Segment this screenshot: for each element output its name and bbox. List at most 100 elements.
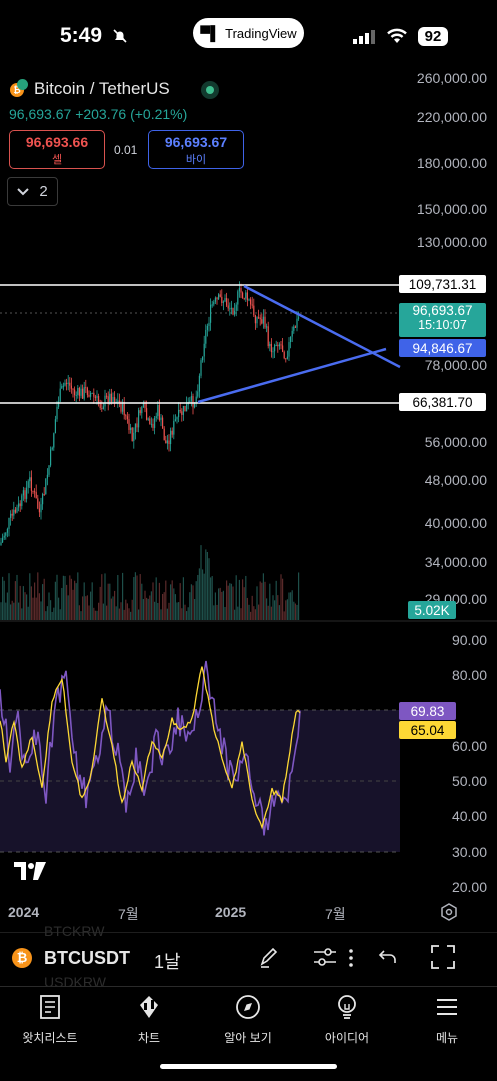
rsi-axis-label: 90.00 xyxy=(451,632,487,648)
symbol-title[interactable]: Bitcoin / TetherUS xyxy=(34,79,170,98)
volume-bar xyxy=(45,611,47,620)
candle xyxy=(40,504,42,513)
volume-bar xyxy=(128,608,130,620)
volume-bar xyxy=(174,594,176,620)
volume-bar xyxy=(53,607,55,620)
volume-bar xyxy=(46,606,48,620)
nav-chart[interactable]: 차트 xyxy=(99,994,199,1046)
volume-bar xyxy=(43,578,45,620)
price-chart[interactable] xyxy=(0,0,497,930)
volume-bar xyxy=(226,580,228,620)
volume-bar xyxy=(19,585,21,620)
candle xyxy=(5,532,7,536)
axis-settings-icon[interactable] xyxy=(441,903,457,921)
volume-bar xyxy=(270,606,272,620)
candle xyxy=(134,423,136,433)
candle xyxy=(86,388,88,395)
volume-bar xyxy=(275,580,277,620)
volume-bar xyxy=(50,600,52,620)
candle xyxy=(125,415,127,417)
volume-bar xyxy=(194,598,196,620)
candle xyxy=(80,388,82,396)
candle xyxy=(149,418,151,424)
candle xyxy=(182,405,184,415)
nav-ideas[interactable]: 아이디어 xyxy=(297,994,397,1046)
buy-button[interactable]: 96,693.67 바이 xyxy=(148,130,244,169)
symbol-selector[interactable]: BTCUSDT xyxy=(44,948,130,968)
trendline-price-tag: 94,846.67 xyxy=(399,339,486,357)
last-price: 96,693.67 xyxy=(9,106,72,122)
volume-bar xyxy=(282,578,284,620)
volume-bar xyxy=(64,576,66,620)
volume-bar xyxy=(32,597,34,620)
candle xyxy=(253,305,255,316)
candle xyxy=(118,400,120,404)
candle xyxy=(29,477,31,482)
volume-bar xyxy=(29,573,31,620)
candle xyxy=(26,487,28,499)
candle xyxy=(75,394,77,396)
indicators-settings-icon[interactable] xyxy=(313,946,337,973)
candle xyxy=(34,491,36,493)
candle xyxy=(226,298,228,306)
candle xyxy=(112,397,114,402)
volume-bar xyxy=(254,609,256,620)
volume-bar xyxy=(38,593,40,620)
candle xyxy=(10,513,12,518)
volume-bar xyxy=(134,572,136,620)
volume-bar xyxy=(198,568,200,620)
candle xyxy=(266,326,268,328)
volume-bar xyxy=(213,605,215,620)
interval-selector[interactable]: 1날 xyxy=(154,952,181,972)
tradingview-pill[interactable]: ▀▌ TradingView xyxy=(193,18,304,48)
candle xyxy=(163,428,165,441)
upper-trendline[interactable] xyxy=(243,284,401,369)
volume-bar xyxy=(16,574,18,620)
candle xyxy=(186,404,188,412)
volume-bar xyxy=(35,597,37,620)
volume-bar xyxy=(296,604,298,620)
candle xyxy=(117,400,119,402)
candle xyxy=(290,336,292,343)
candle xyxy=(158,404,160,421)
nav-watchlist[interactable]: 왓치리스트 xyxy=(0,994,100,1046)
volume-bar xyxy=(67,595,69,620)
candle xyxy=(264,316,266,328)
sell-label: 셀 xyxy=(51,154,63,166)
candle xyxy=(18,503,20,508)
candle xyxy=(53,433,55,448)
candle xyxy=(219,294,221,297)
nav-explore[interactable]: 알아 보기 xyxy=(198,994,298,1046)
more-dots-icon[interactable] xyxy=(345,947,357,974)
candle xyxy=(184,405,186,412)
volume-bar xyxy=(298,572,300,620)
volume-bar xyxy=(162,593,164,620)
candle xyxy=(232,307,234,315)
volume-bar xyxy=(30,586,32,620)
candle xyxy=(198,375,200,392)
time-axis-label: 7월 xyxy=(118,906,139,922)
volume-bar xyxy=(218,588,220,620)
price-change-line: 96,693.67 +203.76 (+0.21%) xyxy=(9,106,187,122)
fullscreen-icon[interactable] xyxy=(431,945,455,974)
nav-label: 차트 xyxy=(137,1031,161,1045)
volume-bar xyxy=(197,574,199,620)
volume-bar xyxy=(240,608,242,620)
chart-icon xyxy=(140,996,158,1018)
candle xyxy=(74,389,76,396)
candle xyxy=(222,301,224,303)
sell-button[interactable]: 96,693.66 셀 xyxy=(9,130,105,169)
collapse-indicators-button[interactable]: 2 xyxy=(7,177,58,206)
candle xyxy=(282,345,284,352)
volume-bar xyxy=(142,598,144,620)
volume-bar xyxy=(110,598,112,620)
nav-label: 아이디어 xyxy=(324,1031,370,1045)
undo-icon[interactable] xyxy=(378,948,398,971)
drawing-tool-icon[interactable] xyxy=(258,945,282,974)
nav-menu[interactable]: 메뉴 xyxy=(397,994,497,1046)
volume-bar xyxy=(178,602,180,620)
volume-bar xyxy=(58,597,60,620)
volume-bar xyxy=(243,587,245,620)
volume-bar xyxy=(3,580,5,620)
lower-trendline[interactable] xyxy=(197,347,387,404)
